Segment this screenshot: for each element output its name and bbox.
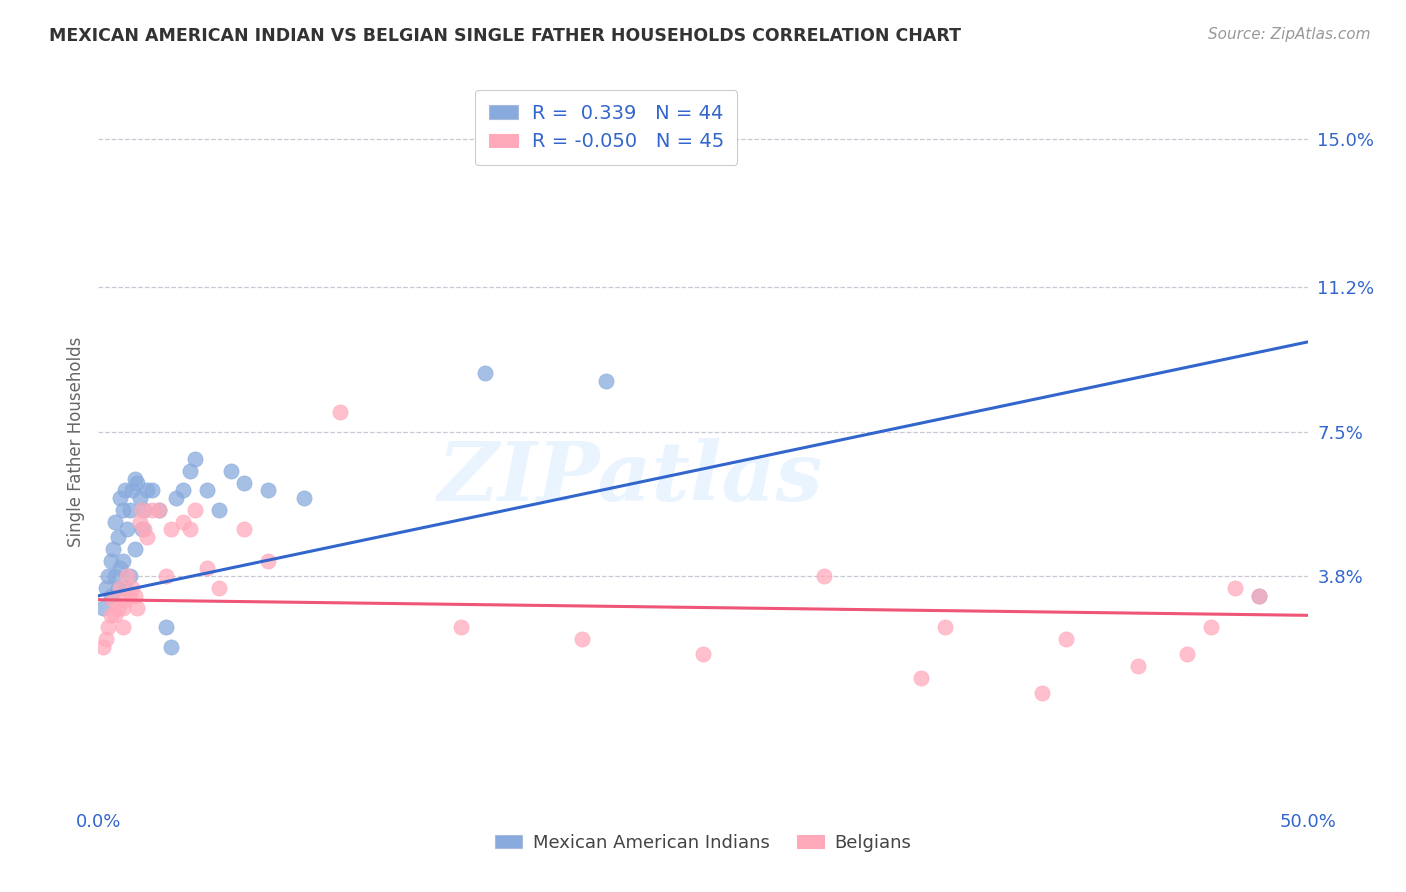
Point — [104, 608, 127, 623]
Point — [155, 569, 177, 583]
Point — [292, 491, 315, 505]
Point — [141, 503, 163, 517]
Point — [97, 569, 120, 583]
Point — [111, 554, 134, 568]
Point — [155, 620, 177, 634]
Point — [94, 581, 117, 595]
Point — [179, 464, 201, 478]
Legend: Mexican American Indians, Belgians: Mexican American Indians, Belgians — [488, 826, 918, 859]
Point — [124, 589, 146, 603]
Point — [114, 592, 136, 607]
Point — [595, 374, 617, 388]
Text: Source: ZipAtlas.com: Source: ZipAtlas.com — [1208, 27, 1371, 42]
Point — [1175, 648, 1198, 662]
Point — [114, 581, 136, 595]
Point — [692, 648, 714, 662]
Point — [108, 491, 131, 505]
Point — [450, 620, 472, 634]
Point — [910, 671, 932, 685]
Point — [107, 581, 129, 595]
Point — [1031, 686, 1053, 700]
Point — [134, 503, 156, 517]
Point — [128, 515, 150, 529]
Point — [111, 503, 134, 517]
Point — [148, 503, 170, 517]
Point — [221, 464, 243, 478]
Point — [1249, 589, 1271, 603]
Point — [118, 503, 141, 517]
Point — [256, 554, 278, 568]
Point — [114, 483, 136, 498]
Point — [100, 608, 122, 623]
Point — [1054, 632, 1077, 646]
Point — [135, 483, 157, 498]
Point — [141, 483, 163, 498]
Point — [172, 483, 194, 498]
Point — [179, 523, 201, 537]
Point — [107, 530, 129, 544]
Point — [232, 523, 254, 537]
Point — [121, 581, 143, 595]
Point — [104, 515, 127, 529]
Point — [195, 483, 218, 498]
Text: ZIPatlas: ZIPatlas — [437, 438, 823, 517]
Point — [108, 581, 131, 595]
Point — [118, 569, 141, 583]
Point — [160, 523, 183, 537]
Point — [134, 523, 156, 537]
Point — [208, 581, 231, 595]
Point — [108, 561, 131, 575]
Point — [100, 554, 122, 568]
Point — [184, 452, 207, 467]
Point — [195, 561, 218, 575]
Point — [131, 523, 153, 537]
Point — [160, 640, 183, 654]
Point — [97, 620, 120, 634]
Point — [329, 405, 352, 419]
Point — [104, 569, 127, 583]
Point — [128, 491, 150, 505]
Point — [124, 541, 146, 556]
Point — [124, 472, 146, 486]
Point — [256, 483, 278, 498]
Point — [135, 530, 157, 544]
Point — [101, 541, 124, 556]
Point — [131, 503, 153, 517]
Point — [184, 503, 207, 517]
Point — [813, 569, 835, 583]
Point — [117, 569, 139, 583]
Point — [1249, 589, 1271, 603]
Point — [91, 640, 114, 654]
Point — [474, 366, 496, 380]
Point — [94, 632, 117, 646]
Point — [127, 600, 149, 615]
Point — [1128, 659, 1150, 673]
Point — [100, 589, 122, 603]
Point — [107, 600, 129, 615]
Point — [934, 620, 956, 634]
Point — [127, 475, 149, 490]
Point — [172, 515, 194, 529]
Point — [165, 491, 187, 505]
Point — [111, 620, 134, 634]
Point — [121, 483, 143, 498]
Point — [148, 503, 170, 517]
Point — [118, 589, 141, 603]
Point — [208, 503, 231, 517]
Point — [1199, 620, 1222, 634]
Point — [232, 475, 254, 490]
Text: MEXICAN AMERICAN INDIAN VS BELGIAN SINGLE FATHER HOUSEHOLDS CORRELATION CHART: MEXICAN AMERICAN INDIAN VS BELGIAN SINGL… — [49, 27, 962, 45]
Y-axis label: Single Father Households: Single Father Households — [66, 336, 84, 547]
Point — [1223, 581, 1246, 595]
Point — [101, 592, 124, 607]
Point — [117, 523, 139, 537]
Point — [91, 600, 114, 615]
Point — [111, 600, 134, 615]
Point — [571, 632, 593, 646]
